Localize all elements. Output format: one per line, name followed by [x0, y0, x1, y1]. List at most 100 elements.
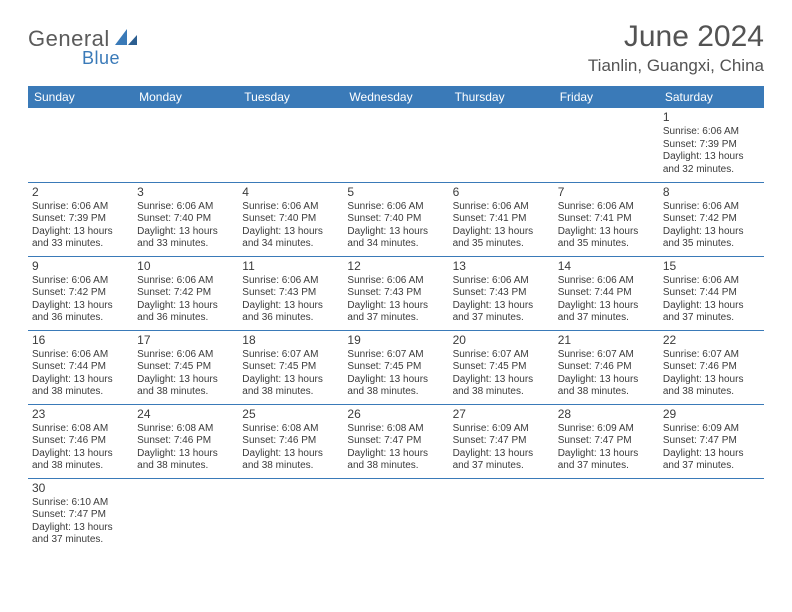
sunset-text: Sunset: 7:45 PM	[453, 361, 550, 374]
daylight-text: Daylight: 13 hours and 38 minutes.	[347, 448, 444, 473]
calendar-week-row: 16Sunrise: 6:06 AMSunset: 7:44 PMDayligh…	[28, 330, 764, 404]
daylight-text: Daylight: 13 hours and 37 minutes.	[453, 448, 550, 473]
daylight-text: Daylight: 13 hours and 34 minutes.	[347, 226, 444, 251]
sunrise-text: Sunrise: 6:09 AM	[453, 423, 550, 436]
sunset-text: Sunset: 7:47 PM	[558, 435, 655, 448]
sunrise-text: Sunrise: 6:09 AM	[558, 423, 655, 436]
calendar-blank-cell	[238, 108, 343, 182]
sunset-text: Sunset: 7:46 PM	[558, 361, 655, 374]
sunset-text: Sunset: 7:43 PM	[347, 287, 444, 300]
sunrise-text: Sunrise: 6:10 AM	[32, 497, 129, 510]
daylight-text: Daylight: 13 hours and 32 minutes.	[663, 151, 760, 176]
calendar-day-cell: 3Sunrise: 6:06 AMSunset: 7:40 PMDaylight…	[133, 182, 238, 256]
day-number: 27	[453, 407, 550, 422]
calendar-day-cell: 4Sunrise: 6:06 AMSunset: 7:40 PMDaylight…	[238, 182, 343, 256]
calendar-day-cell: 14Sunrise: 6:06 AMSunset: 7:44 PMDayligh…	[554, 256, 659, 330]
calendar-day-cell: 10Sunrise: 6:06 AMSunset: 7:42 PMDayligh…	[133, 256, 238, 330]
day-header: Saturday	[659, 86, 764, 108]
sunrise-text: Sunrise: 6:09 AM	[663, 423, 760, 436]
calendar-week-row: 23Sunrise: 6:08 AMSunset: 7:46 PMDayligh…	[28, 404, 764, 478]
day-header: Tuesday	[238, 86, 343, 108]
calendar-table: SundayMondayTuesdayWednesdayThursdayFrid…	[28, 86, 764, 552]
calendar-day-cell: 20Sunrise: 6:07 AMSunset: 7:45 PMDayligh…	[449, 330, 554, 404]
daylight-text: Daylight: 13 hours and 37 minutes.	[663, 300, 760, 325]
logo-text-blue: Blue	[82, 48, 120, 68]
header: General June 2024 Tianlin, Guangxi, Chin…	[28, 20, 764, 76]
sunrise-text: Sunrise: 6:06 AM	[453, 201, 550, 214]
daylight-text: Daylight: 13 hours and 35 minutes.	[663, 226, 760, 251]
day-number: 8	[663, 185, 760, 200]
sunset-text: Sunset: 7:46 PM	[242, 435, 339, 448]
calendar-day-cell: 17Sunrise: 6:06 AMSunset: 7:45 PMDayligh…	[133, 330, 238, 404]
day-number: 4	[242, 185, 339, 200]
sunset-text: Sunset: 7:40 PM	[137, 213, 234, 226]
sunset-text: Sunset: 7:45 PM	[137, 361, 234, 374]
daylight-text: Daylight: 13 hours and 36 minutes.	[137, 300, 234, 325]
sunrise-text: Sunrise: 6:06 AM	[663, 275, 760, 288]
sunrise-text: Sunrise: 6:08 AM	[137, 423, 234, 436]
day-number: 14	[558, 259, 655, 274]
sunset-text: Sunset: 7:47 PM	[663, 435, 760, 448]
calendar-empty-cell	[238, 478, 343, 552]
sunrise-text: Sunrise: 6:06 AM	[663, 126, 760, 139]
daylight-text: Daylight: 13 hours and 38 minutes.	[347, 374, 444, 399]
calendar-week-row: 2Sunrise: 6:06 AMSunset: 7:39 PMDaylight…	[28, 182, 764, 256]
sunrise-text: Sunrise: 6:07 AM	[347, 349, 444, 362]
calendar-day-cell: 6Sunrise: 6:06 AMSunset: 7:41 PMDaylight…	[449, 182, 554, 256]
calendar-day-cell: 9Sunrise: 6:06 AMSunset: 7:42 PMDaylight…	[28, 256, 133, 330]
daylight-text: Daylight: 13 hours and 35 minutes.	[453, 226, 550, 251]
daylight-text: Daylight: 13 hours and 33 minutes.	[137, 226, 234, 251]
calendar-day-cell: 15Sunrise: 6:06 AMSunset: 7:44 PMDayligh…	[659, 256, 764, 330]
sunrise-text: Sunrise: 6:06 AM	[453, 275, 550, 288]
sunrise-text: Sunrise: 6:08 AM	[32, 423, 129, 436]
calendar-empty-cell	[449, 478, 554, 552]
calendar-day-cell: 23Sunrise: 6:08 AMSunset: 7:46 PMDayligh…	[28, 404, 133, 478]
sunrise-text: Sunrise: 6:06 AM	[347, 201, 444, 214]
location: Tianlin, Guangxi, China	[588, 56, 764, 76]
sunset-text: Sunset: 7:40 PM	[242, 213, 339, 226]
day-number: 15	[663, 259, 760, 274]
sunrise-text: Sunrise: 6:06 AM	[242, 201, 339, 214]
calendar-blank-cell	[28, 108, 133, 182]
day-header-row: SundayMondayTuesdayWednesdayThursdayFrid…	[28, 86, 764, 108]
sunset-text: Sunset: 7:42 PM	[663, 213, 760, 226]
month-title: June 2024	[588, 20, 764, 54]
daylight-text: Daylight: 13 hours and 37 minutes.	[32, 522, 129, 547]
sunrise-text: Sunrise: 6:06 AM	[137, 275, 234, 288]
daylight-text: Daylight: 13 hours and 36 minutes.	[242, 300, 339, 325]
daylight-text: Daylight: 13 hours and 38 minutes.	[558, 374, 655, 399]
sunrise-text: Sunrise: 6:06 AM	[242, 275, 339, 288]
daylight-text: Daylight: 13 hours and 37 minutes.	[558, 448, 655, 473]
calendar-day-cell: 19Sunrise: 6:07 AMSunset: 7:45 PMDayligh…	[343, 330, 448, 404]
sunset-text: Sunset: 7:47 PM	[453, 435, 550, 448]
day-header: Friday	[554, 86, 659, 108]
daylight-text: Daylight: 13 hours and 34 minutes.	[242, 226, 339, 251]
calendar-day-cell: 28Sunrise: 6:09 AMSunset: 7:47 PMDayligh…	[554, 404, 659, 478]
day-number: 2	[32, 185, 129, 200]
calendar-day-cell: 27Sunrise: 6:09 AMSunset: 7:47 PMDayligh…	[449, 404, 554, 478]
calendar-day-cell: 12Sunrise: 6:06 AMSunset: 7:43 PMDayligh…	[343, 256, 448, 330]
sunset-text: Sunset: 7:47 PM	[347, 435, 444, 448]
day-number: 7	[558, 185, 655, 200]
sunset-text: Sunset: 7:47 PM	[32, 509, 129, 522]
calendar-day-cell: 2Sunrise: 6:06 AMSunset: 7:39 PMDaylight…	[28, 182, 133, 256]
logo-sub: Blue	[28, 48, 120, 69]
calendar-day-cell: 13Sunrise: 6:06 AMSunset: 7:43 PMDayligh…	[449, 256, 554, 330]
calendar-day-cell: 5Sunrise: 6:06 AMSunset: 7:40 PMDaylight…	[343, 182, 448, 256]
sunrise-text: Sunrise: 6:06 AM	[558, 275, 655, 288]
sunset-text: Sunset: 7:44 PM	[32, 361, 129, 374]
sunrise-text: Sunrise: 6:07 AM	[558, 349, 655, 362]
calendar-blank-cell	[554, 108, 659, 182]
sunset-text: Sunset: 7:44 PM	[663, 287, 760, 300]
daylight-text: Daylight: 13 hours and 37 minutes.	[558, 300, 655, 325]
sunset-text: Sunset: 7:44 PM	[558, 287, 655, 300]
day-number: 29	[663, 407, 760, 422]
day-number: 23	[32, 407, 129, 422]
day-number: 24	[137, 407, 234, 422]
sunrise-text: Sunrise: 6:07 AM	[453, 349, 550, 362]
daylight-text: Daylight: 13 hours and 38 minutes.	[242, 448, 339, 473]
calendar-empty-cell	[133, 478, 238, 552]
daylight-text: Daylight: 13 hours and 38 minutes.	[32, 448, 129, 473]
day-number: 1	[663, 110, 760, 125]
sunset-text: Sunset: 7:43 PM	[242, 287, 339, 300]
